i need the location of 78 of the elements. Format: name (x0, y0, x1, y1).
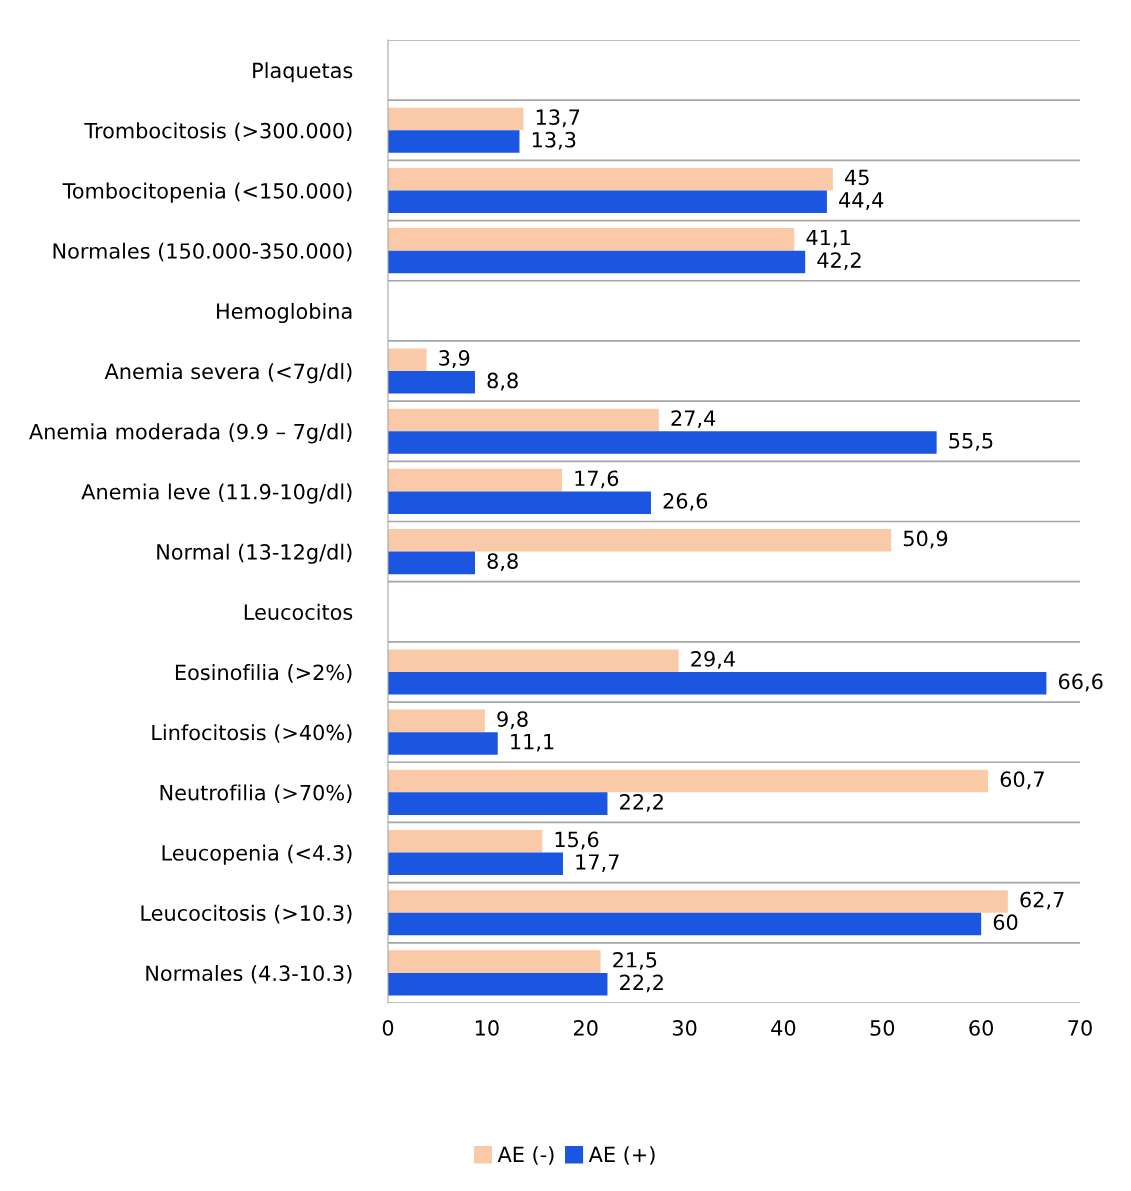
bar (388, 250, 806, 274)
text: 42,2 (817, 252, 861, 271)
legend-label: AE (-) (497, 1146, 554, 1165)
y-tick-label: Trombocitosis (>300.000) (84, 122, 352, 141)
text: 8,8 (487, 372, 518, 391)
text: 11,1 (511, 734, 554, 752)
bar (388, 792, 608, 815)
y-tick-label: Eosinofilia (>2%) (175, 664, 352, 683)
bar (388, 228, 795, 251)
y-tick-label: Tombocitopenia (<150.000) (62, 182, 352, 203)
y-tick-label: Normales (4.3-10.3) (146, 964, 352, 984)
bar (388, 732, 498, 755)
bar (388, 431, 937, 454)
y-tick-label: Leucocitosis (>10.3) (141, 904, 352, 924)
text: 27,4 (671, 410, 716, 429)
text: 45 (844, 169, 869, 186)
bar (388, 529, 892, 552)
x-tick-label: 50 (870, 1020, 895, 1036)
text: 55,5 (949, 433, 993, 451)
bar (388, 408, 659, 432)
bar (388, 468, 562, 492)
y-tick-label: Linfocitosis (>40%) (152, 724, 352, 743)
x-tick-label: 70 (1068, 1020, 1092, 1036)
bar (388, 167, 833, 191)
bar (388, 829, 543, 853)
text: 29,4 (691, 650, 735, 669)
text: 44,4 (839, 192, 884, 210)
bar (388, 130, 520, 153)
text: 62,7 (1020, 891, 1064, 910)
bar (388, 972, 608, 996)
x-tick-label: 60 (969, 1020, 994, 1036)
bar (388, 649, 679, 672)
text: 15,6 (555, 831, 599, 850)
legend-label: AE (+) (588, 1146, 655, 1165)
x-tick-label: 0 (382, 1020, 394, 1036)
text: 13,7 (536, 109, 580, 128)
bar (388, 491, 651, 514)
bar (388, 852, 563, 876)
y-tick-label: Plaquetas (253, 62, 353, 83)
bar (388, 912, 982, 936)
bar (388, 371, 475, 394)
text: 17,6 (575, 470, 619, 489)
text: 66,6 (1058, 673, 1103, 692)
y-tick-label: Anemia severa (<7g/dl) (104, 363, 352, 384)
x-tick-label: 10 (475, 1020, 499, 1036)
text: 3,9 (439, 350, 470, 368)
text: 60,7 (1000, 771, 1044, 790)
text: 41,1 (806, 229, 850, 248)
text: 22,2 (620, 974, 663, 993)
text: 50,9 (903, 530, 948, 549)
text: 9,8 (497, 711, 528, 730)
bar (388, 190, 827, 214)
x-tick-label: 20 (573, 1020, 598, 1036)
bar (388, 348, 427, 372)
bar (388, 551, 475, 575)
y-tick-label: Hemoglobina (217, 302, 352, 324)
x-tick-label: 40 (771, 1020, 796, 1036)
text: 22,2 (620, 793, 663, 812)
bar (388, 709, 485, 733)
y-tick-label: Leucopenia (<4.3) (162, 844, 352, 865)
text: 13,3 (532, 131, 576, 150)
y-tick-label: Anemia leve (11.9-10g/dl) (81, 483, 352, 504)
y-tick-label: Neutrofilia (>70%) (160, 784, 352, 804)
text: 21,5 (613, 951, 657, 970)
text: 60 (993, 914, 1018, 931)
bar (388, 671, 1047, 695)
y-tick-label: Normales (150.000-350.000) (53, 242, 352, 262)
bar (388, 890, 1008, 913)
text: 8,8 (487, 553, 518, 572)
bar (388, 107, 524, 131)
bar (388, 769, 989, 793)
x-tick-label: 30 (672, 1020, 697, 1036)
bar (388, 950, 601, 973)
y-tick-label: Anemia moderada (9.9 – 7g/dl) (29, 423, 352, 444)
y-tick-label: Normal (13-12g/dl) (157, 543, 352, 564)
text: 26,6 (663, 492, 708, 511)
y-tick-label: Leucocitos (244, 603, 353, 620)
text: 17,7 (576, 854, 619, 872)
